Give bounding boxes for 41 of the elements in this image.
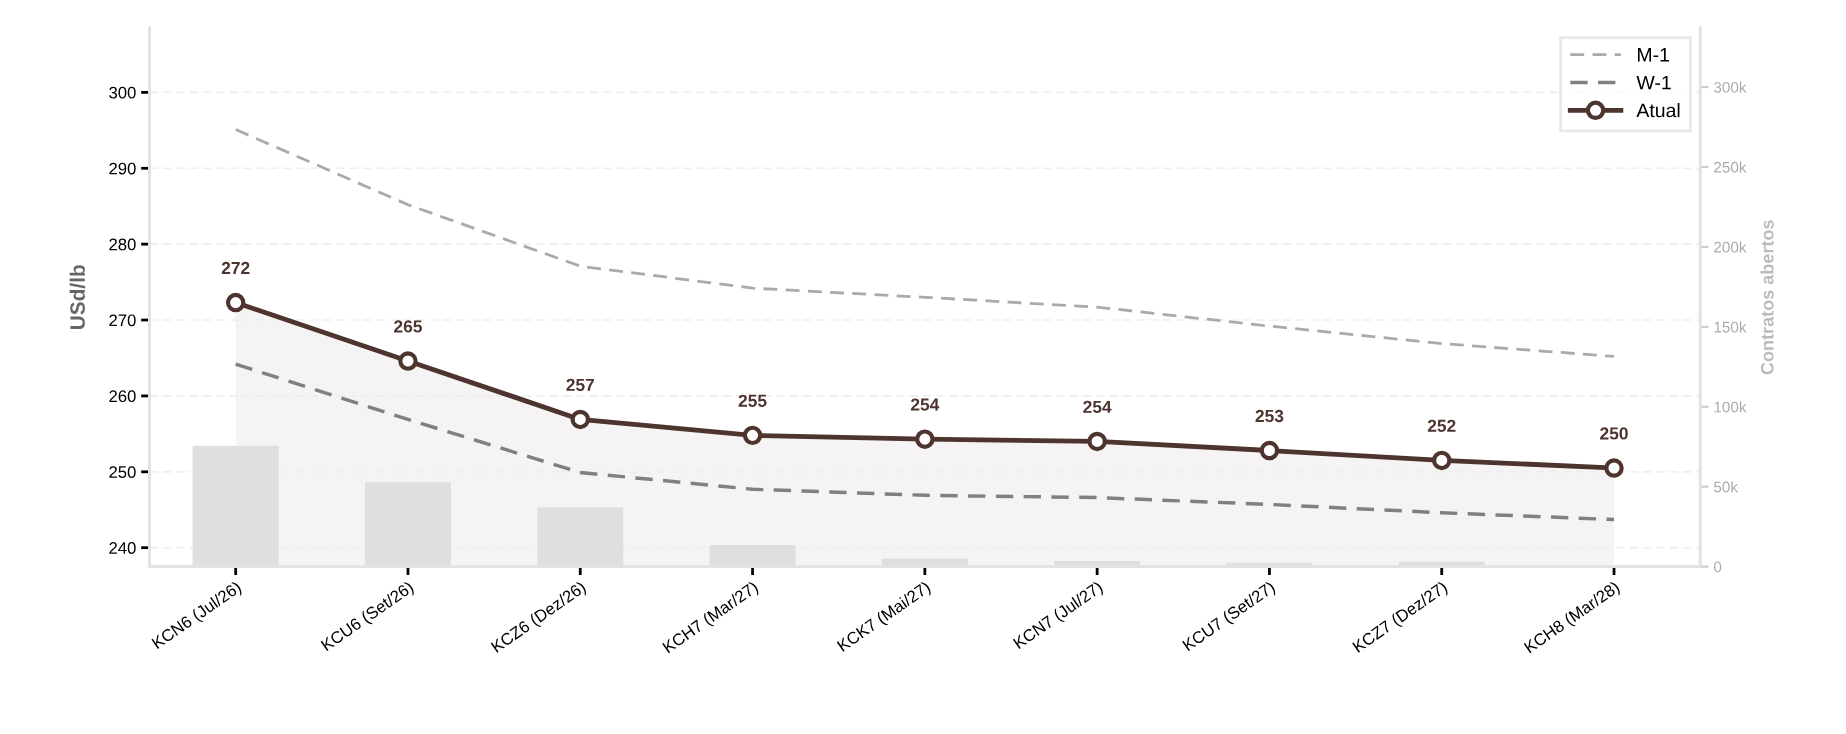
legend-label: Atual — [1636, 103, 1680, 118]
y2-tick-label: 250k — [1714, 161, 1747, 173]
point — [1087, 431, 1107, 452]
data-label: 257 — [566, 378, 594, 392]
y-tick-label: 260 — [109, 390, 136, 403]
bar — [537, 507, 624, 567]
bar — [192, 445, 279, 567]
y-tick-label: 250 — [109, 466, 136, 478]
legend-label: M-1 — [1638, 48, 1669, 62]
data-label: 250 — [1600, 427, 1628, 440]
point — [915, 429, 935, 449]
y-tick-label: 290 — [109, 162, 136, 175]
data-label: 272 — [221, 261, 250, 274]
y-tick-label: 280 — [109, 238, 136, 251]
legend-label: W-1 — [1636, 75, 1671, 90]
point — [570, 409, 590, 430]
point — [742, 425, 763, 446]
point — [1431, 450, 1452, 471]
y2-tick-label: 50k — [1713, 481, 1739, 493]
point — [1259, 440, 1280, 461]
data-label: 252 — [1427, 419, 1456, 432]
point — [225, 292, 246, 313]
data-label: 265 — [394, 320, 422, 333]
y2-axis-title: Contratos abertos — [1760, 220, 1774, 375]
data-label: 253 — [1255, 409, 1284, 423]
bar — [709, 545, 796, 567]
y2-tick-label: 200k — [1714, 241, 1747, 253]
data-label: 254 — [1083, 400, 1112, 414]
y2-tick-label: 150k — [1714, 321, 1747, 333]
y2-tick-label: 0 — [1713, 561, 1722, 573]
data-label: 255 — [738, 394, 767, 407]
point — [1604, 458, 1624, 478]
y2-tick-label: 300k — [1713, 81, 1747, 93]
y-tick-label: 270 — [109, 314, 136, 327]
bar — [364, 481, 452, 567]
y-axis-title: USd/lb — [69, 265, 86, 329]
y-tick-label: 240 — [109, 542, 136, 554]
data-label: 254 — [910, 398, 940, 411]
y2-tick-label: 100k — [1714, 401, 1747, 413]
y-tick-label: 300 — [109, 86, 136, 99]
point — [398, 351, 418, 371]
